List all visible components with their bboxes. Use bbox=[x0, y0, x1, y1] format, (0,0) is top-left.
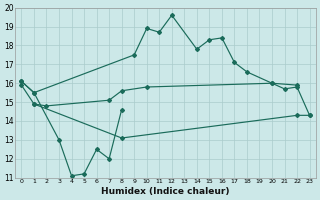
X-axis label: Humidex (Indice chaleur): Humidex (Indice chaleur) bbox=[101, 187, 230, 196]
